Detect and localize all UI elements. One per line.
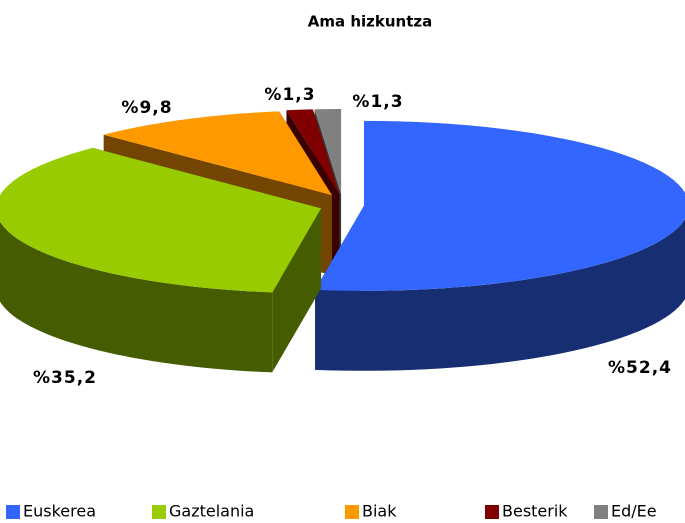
- slice-top: [103, 111, 333, 196]
- slice-top: [314, 109, 342, 195]
- slice-top: [315, 120, 685, 291]
- chart-title: Ama hizkuntza: [308, 13, 433, 31]
- legend-label: Gaztelania: [169, 502, 254, 521]
- slice-top: [286, 109, 340, 195]
- slice-outer-wall: [0, 221, 273, 373]
- legend-label: Euskerea: [23, 502, 96, 521]
- pie-slice: [315, 120, 685, 371]
- legend-swatch: [152, 505, 166, 519]
- slice-outer-wall: [315, 218, 685, 371]
- legend-swatch: [6, 505, 20, 519]
- value-label: %1,3: [264, 85, 315, 105]
- legend-swatch: [345, 505, 359, 519]
- legend-swatch: [485, 505, 499, 519]
- legend-label: Ed/Ee: [611, 502, 657, 521]
- value-label: %35,2: [33, 368, 97, 388]
- legend-swatch: [594, 505, 608, 519]
- slice-top: [0, 147, 322, 293]
- legend-label: Biak: [362, 502, 397, 521]
- value-label: %1,3: [352, 92, 403, 112]
- value-label: %9,8: [121, 98, 172, 118]
- value-label: %52,4: [608, 358, 672, 378]
- pie-slice: [0, 147, 322, 373]
- legend-label: Besterik: [502, 502, 568, 521]
